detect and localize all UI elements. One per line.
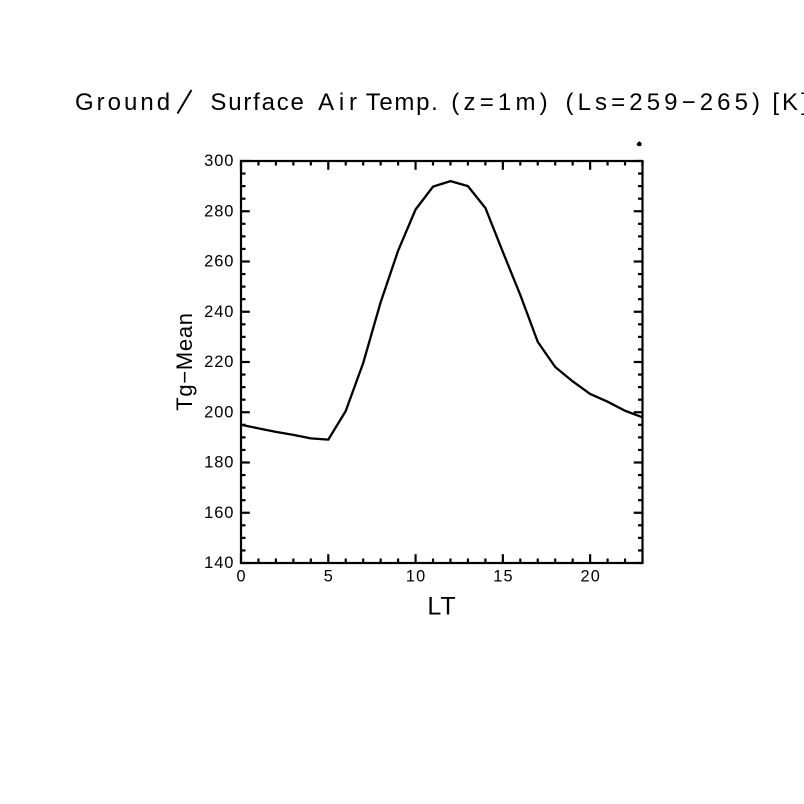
- svg-text:Tg−Mean: Tg−Mean: [172, 312, 197, 410]
- svg-text:15: 15: [493, 568, 514, 586]
- svg-text:240: 240: [204, 303, 234, 321]
- svg-text:LT: LT: [427, 593, 456, 621]
- svg-text:280: 280: [204, 202, 234, 220]
- svg-text:160: 160: [204, 504, 234, 522]
- svg-text:20: 20: [580, 568, 601, 586]
- svg-text:0: 0: [236, 568, 246, 586]
- svg-text:10: 10: [406, 568, 427, 586]
- svg-text:300: 300: [204, 152, 234, 170]
- svg-text:5: 5: [324, 568, 334, 586]
- svg-text:200: 200: [204, 403, 234, 421]
- svg-text:220: 220: [204, 353, 234, 371]
- svg-text:180: 180: [204, 454, 234, 472]
- svg-text:260: 260: [204, 253, 234, 271]
- svg-text:140: 140: [204, 554, 234, 572]
